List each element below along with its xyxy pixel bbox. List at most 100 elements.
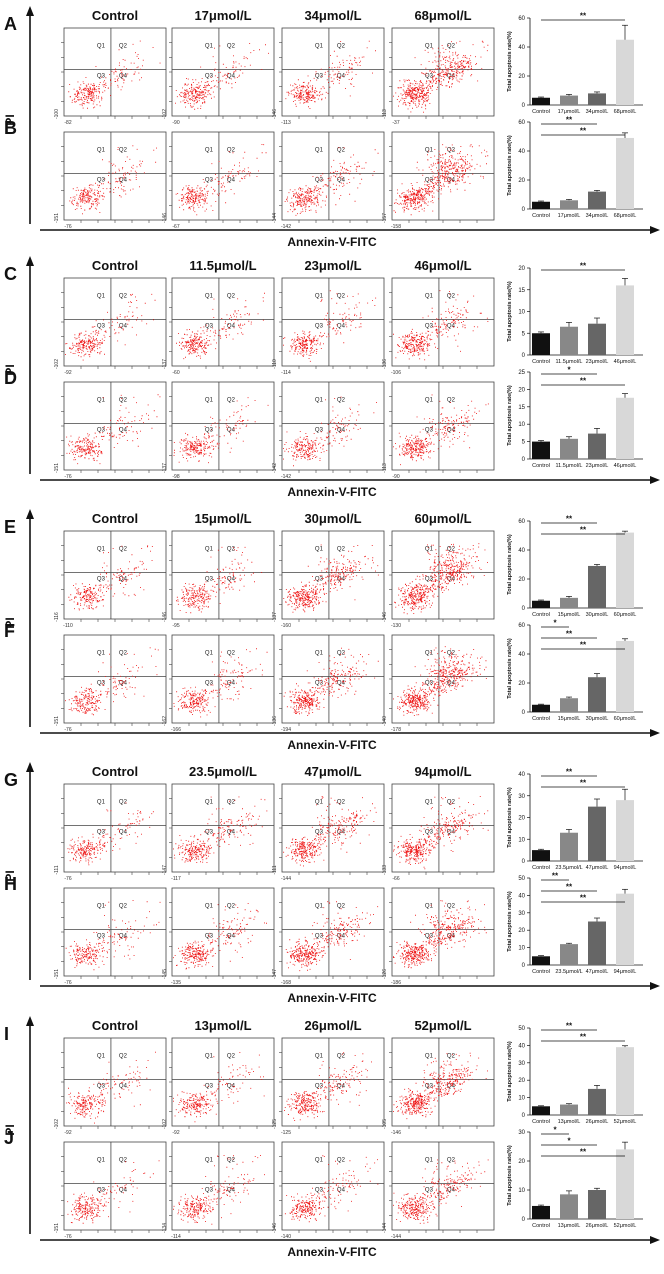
quadrant-label: Q2 [227, 293, 236, 299]
quadrant-label: Q3 [425, 829, 434, 835]
flow-pi-min-label: -146 [162, 612, 168, 622]
bar [616, 39, 634, 105]
panel-letter: I [4, 1024, 9, 1044]
flow-pi-min-label: -147 [162, 865, 168, 875]
annexin-axis-label: Annexin-V-FITC [287, 485, 377, 499]
quadrant-label: Q4 [119, 73, 128, 79]
flow-plot-frame [63, 131, 167, 221]
flow-scatter-points [285, 40, 376, 110]
flow-pi-min-label: -137 [162, 359, 168, 369]
bar [588, 921, 606, 965]
annexin-axis-label: Annexin-V-FITC [287, 1245, 377, 1259]
flow-pi-min-label: -111 [54, 865, 60, 874]
bar [588, 565, 606, 608]
flow-annexin-min-label: -142 [281, 474, 291, 480]
quadrant-label: Q3 [97, 177, 106, 183]
flow-annexin-min-label: -144 [281, 876, 291, 882]
bar-category-label: Control [532, 969, 550, 975]
quadrant-label: Q3 [205, 829, 214, 835]
flow-plot: -146-130 Q1 Q2 Q3 Q4 [382, 530, 495, 629]
bar [560, 1104, 578, 1115]
bar-y-tick-label: 0 [522, 1217, 526, 1223]
bar-y-tick-label: 0 [522, 859, 526, 865]
annexin-axis-arrow [650, 1236, 660, 1244]
flow-annexin-min-label: -146 [391, 1130, 401, 1136]
bar [616, 1149, 634, 1219]
quadrant-label: Q3 [205, 73, 214, 79]
quadrant-label: Q3 [315, 933, 324, 939]
quadrant-label: Q3 [97, 680, 106, 686]
column-title: 30μmol/L [304, 511, 361, 526]
flow-pi-min-label: -126 [382, 969, 388, 979]
significance-marker: ** [566, 1022, 573, 1031]
quadrant-label: Q4 [447, 576, 456, 582]
bar [588, 191, 606, 209]
bar [532, 97, 550, 105]
bar [588, 433, 606, 459]
flow-annexin-min-label: -92 [172, 1130, 179, 1136]
pi-axis-arrow [26, 509, 34, 519]
flow-plot-frame [391, 381, 495, 471]
flow-annexin-min-label: -60 [172, 370, 179, 376]
significance-marker: ** [566, 515, 573, 524]
bar-y-tick-label: 30 [518, 1061, 525, 1067]
flow-pi-min-label: -142 [272, 463, 278, 473]
bar [616, 893, 634, 965]
quadrant-label: Q2 [227, 397, 236, 403]
quadrant-label: Q4 [227, 1083, 236, 1089]
column-title: 46μmol/L [414, 258, 471, 273]
flow-plot: -142-142 Q1 Q2 Q3 Q4 [272, 381, 385, 480]
bar-category-label: 47μmol/L [586, 969, 609, 975]
bar-y-tick-label: 50 [518, 1026, 525, 1032]
quadrant-label: Q4 [447, 933, 456, 939]
quadrant-label: Q3 [425, 177, 434, 183]
bar-y-label: Total apoptosis rate(%) [507, 385, 513, 446]
flow-plot-frame [63, 27, 167, 117]
flow-pi-min-label: -113 [382, 463, 388, 473]
flow-plot: -136-194 Q1 Q2 Q3 Q4 [272, 634, 385, 733]
quadrant-label: Q2 [227, 650, 236, 656]
quadrant-label: Q2 [227, 903, 236, 909]
flow-annexin-min-label: -140 [281, 1234, 291, 1240]
pi-axis-label: PI [3, 617, 17, 628]
flow-pi-min-label: -133 [382, 865, 388, 875]
quadrant-label: Q2 [447, 546, 456, 552]
bar-y-tick-label: 20 [518, 266, 525, 272]
column-title: 60μmol/L [414, 511, 471, 526]
flow-annexin-min-label: -76 [64, 224, 71, 230]
quadrant-label: Q3 [425, 73, 434, 79]
bar-category-label: 23μmol/L [586, 359, 609, 365]
flow-plot-frame [281, 1141, 385, 1231]
annexin-axis-label: Annexin-V-FITC [287, 738, 377, 752]
column-title: 23μmol/L [304, 258, 361, 273]
bar-y-tick-label: 10 [518, 422, 525, 428]
flow-plot: -137 -60 Q1 Q2 Q3 Q4 [162, 277, 275, 376]
quadrant-label: Q4 [227, 1187, 236, 1193]
bar [616, 285, 634, 355]
quadrant-label: Q4 [227, 680, 236, 686]
flow-scatter-points [283, 647, 379, 716]
flow-pi-min-label: -136 [272, 716, 278, 726]
flow-plot: -134-114 Q1 Q2 Q3 Q4 [162, 1141, 275, 1240]
flow-annexin-min-label: -125 [281, 1130, 291, 1136]
flow-scatter-points [393, 796, 489, 870]
quadrant-label: Q1 [97, 903, 106, 909]
quadrant-label: Q2 [337, 397, 346, 403]
bar-y-tick-label: 60 [518, 623, 525, 629]
bar [616, 532, 634, 608]
quadrant-label: Q1 [425, 1157, 434, 1163]
bar-category-label: 94μmol/L [614, 865, 637, 871]
panel-letter: G [4, 770, 18, 790]
quadrant-label: Q2 [227, 799, 236, 805]
flow-annexin-min-label: -90 [392, 474, 399, 480]
bar-category-label: 68μmol/L [614, 109, 637, 115]
column-title: Control [92, 511, 138, 526]
column-title: Control [92, 1018, 138, 1033]
quadrant-label: Q1 [205, 799, 214, 805]
panel-letter: E [4, 517, 16, 537]
flow-annexin-min-label: -144 [391, 1234, 401, 1240]
quadrant-label: Q2 [119, 1157, 128, 1163]
bar-y-tick-label: 60 [518, 120, 525, 126]
